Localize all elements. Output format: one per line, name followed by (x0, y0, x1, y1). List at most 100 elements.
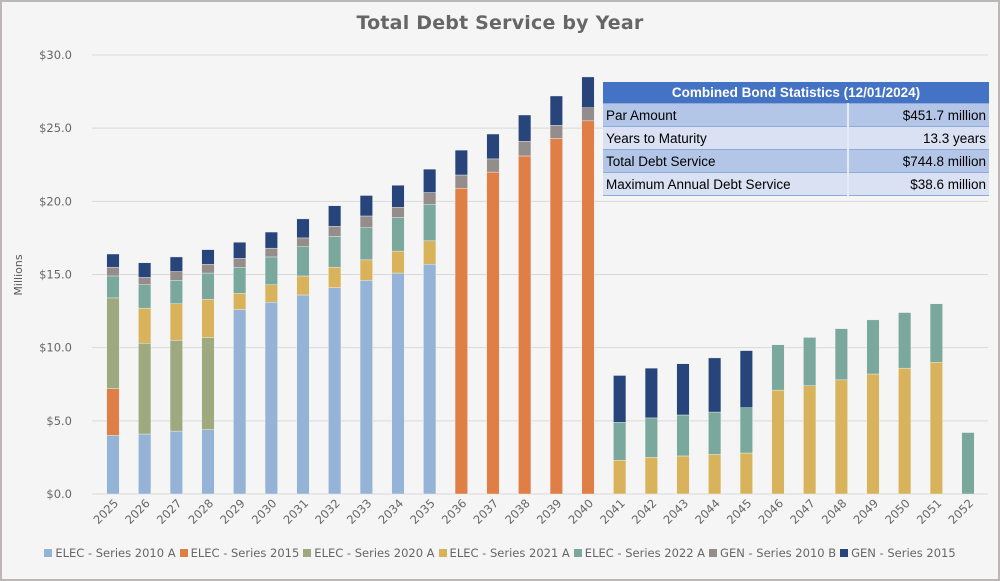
bar-segment (328, 226, 342, 237)
table-row: Total Debt Service $744.8 million (603, 149, 989, 173)
bar-segment (613, 460, 627, 495)
legend-label: ELEC - Series 2022 A (584, 546, 706, 560)
bar-segment (328, 266, 342, 288)
x-tick-label: 2031 (281, 496, 312, 527)
x-tick-label: 2040 (566, 496, 597, 527)
bar-segment (803, 337, 817, 386)
bar-segment (644, 417, 658, 458)
legend-item: GEN - Series 2010 B (709, 546, 836, 560)
bar-segment (359, 195, 373, 217)
bar-segment (391, 250, 405, 274)
x-tick-label: 2047 (787, 496, 818, 527)
bar-segment (264, 231, 278, 249)
bar-segment (486, 171, 500, 495)
bar-segment (676, 363, 690, 416)
bar-segment (169, 430, 183, 495)
stat-label: Total Debt Service (603, 149, 849, 173)
bar-segment (201, 429, 215, 495)
bar-segment (359, 215, 373, 228)
bar-segment (106, 266, 120, 277)
bar-segment (549, 125, 563, 139)
table-row: Par Amount $451.7 million (603, 103, 989, 127)
x-tick-label: 2041 (597, 496, 628, 527)
bar-segment (138, 277, 152, 285)
bar-segment (391, 272, 405, 495)
legend-swatch-icon (573, 549, 582, 557)
bar-segment (169, 303, 183, 341)
bar-segment (708, 411, 722, 455)
bar-segment (391, 206, 405, 218)
chart-title: Total Debt Service by Year (356, 12, 644, 34)
stat-value: $38.6 million (848, 172, 989, 196)
legend-item: ELEC - Series 2015 (179, 546, 299, 560)
x-tick-label: 2051 (914, 496, 945, 527)
bar-segment (169, 340, 183, 432)
bar-segment (423, 264, 437, 495)
bar-segment (929, 303, 943, 363)
bar-segment (454, 174, 468, 189)
y-tick-label: $5.0 (46, 414, 72, 428)
bar-segment (708, 454, 722, 495)
x-axis-ticks: 2025 2026 2027 2028 2029 2030 2031 2032 2033 2034… (91, 496, 977, 527)
bar-segment (106, 297, 120, 389)
x-tick-label: 2037 (471, 496, 502, 527)
bar-segment (866, 319, 880, 375)
bar-segment (803, 385, 817, 495)
bar-segment (581, 120, 595, 495)
bar-segment (961, 432, 975, 495)
bar-segment (739, 407, 753, 454)
bar-segment (454, 187, 468, 495)
bar-segment (264, 256, 278, 285)
x-tick-label: 2049 (851, 496, 882, 527)
bar-segment (613, 422, 627, 461)
bar-segment (834, 328, 848, 381)
bar-segment (296, 275, 310, 296)
bar-segment (486, 158, 500, 173)
bar-segment (359, 280, 373, 495)
y-tick-label: $20.0 (39, 194, 72, 208)
y-tick-label: $30.0 (39, 48, 72, 62)
bar-segment (676, 414, 690, 457)
bar-segment (359, 227, 373, 261)
legend-label: GEN - Series 2015 (851, 546, 956, 560)
legend-swatch-icon (179, 549, 188, 557)
bar-segment (138, 433, 152, 495)
y-tick-label: $15.0 (39, 268, 72, 282)
bar-segment (328, 236, 342, 268)
legend-label: ELEC - Series 2021 A (449, 546, 570, 560)
x-tick-label: 2034 (376, 496, 407, 527)
x-tick-label: 2038 (502, 496, 533, 527)
x-tick-label: 2027 (154, 496, 185, 527)
bar-segment (423, 240, 437, 265)
x-tick-label: 2035 (407, 496, 438, 527)
stat-label: Maximum Annual Debt Service (603, 172, 849, 196)
bar-segment (233, 258, 247, 268)
x-tick-label: 2036 (439, 496, 470, 527)
bar-segment (898, 312, 912, 369)
legend-item: GEN - Series 2015 (840, 546, 956, 560)
bar-segment (296, 218, 310, 239)
bar-segment (296, 294, 310, 495)
x-tick-label: 2029 (217, 496, 248, 527)
bar-segment (138, 343, 152, 435)
bar-segment (739, 350, 753, 408)
bar-segment (201, 299, 215, 338)
bar-segment (138, 284, 152, 309)
bar-segment (328, 205, 342, 227)
stat-value: $744.8 million (848, 149, 989, 173)
bar-segment (233, 309, 247, 495)
bars (106, 76, 975, 495)
bar-segment (929, 362, 943, 495)
stat-value: 13.3 years (848, 126, 989, 150)
bar-segment (581, 107, 595, 122)
bar-segment (676, 455, 690, 495)
bar-segment (423, 192, 437, 205)
bar-segment (296, 246, 310, 277)
bar-segment (169, 280, 183, 304)
x-tick-label: 2045 (724, 496, 755, 527)
bar-segment (264, 284, 278, 303)
y-axis-ticks: $0.0 $5.0 $10.0 $15.0 $20.0 $25.0 $30.0 (39, 48, 72, 501)
legend-label: ELEC - Series 2010 A (55, 546, 176, 560)
legend-swatch-icon (709, 549, 718, 557)
